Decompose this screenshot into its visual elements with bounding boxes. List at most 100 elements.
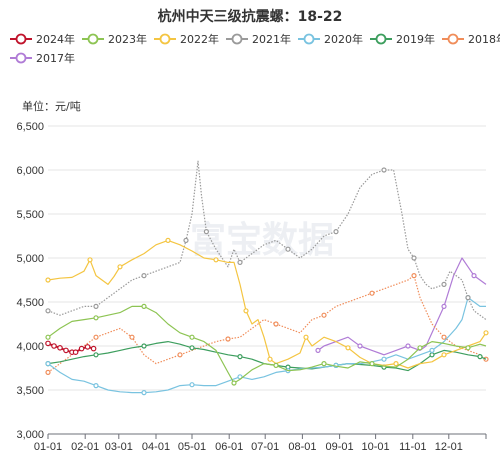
data-point xyxy=(117,264,123,270)
data-point xyxy=(465,345,471,351)
legend-item[interactable]: 2019年 xyxy=(370,32,435,46)
y-tick-label: 3,500 xyxy=(16,385,44,397)
x-tick-label: 01-01 xyxy=(34,441,62,453)
axes: 3,000 3,500 4,000 4,500 5,000 5,500 6,000 6,500… xyxy=(16,121,487,453)
series-layer xyxy=(45,160,489,396)
x-tick-label: 03-01 xyxy=(105,441,133,453)
x-tick-label: 02-01 xyxy=(71,441,99,453)
data-point xyxy=(203,229,209,235)
data-point xyxy=(141,390,147,396)
data-point xyxy=(237,354,243,360)
data-point xyxy=(72,349,79,356)
x-tick-label: 10-01 xyxy=(362,441,390,453)
legend-item[interactable]: 2017年 xyxy=(10,51,75,65)
data-point xyxy=(429,347,435,353)
data-point xyxy=(45,369,51,375)
data-point xyxy=(369,361,375,367)
legend-swatch-marker xyxy=(303,33,315,45)
legend-label: 2023年 xyxy=(108,32,147,46)
x-tick-label: 11-01 xyxy=(399,441,426,453)
y-tick-label: 4,000 xyxy=(16,341,44,353)
data-point xyxy=(321,361,327,367)
legend-swatch-marker xyxy=(159,33,171,45)
legend-label: 2024年 xyxy=(36,32,75,46)
data-point xyxy=(441,334,447,340)
data-point xyxy=(213,257,219,263)
legend-label: 2019年 xyxy=(396,32,435,46)
x-tick-label: 05-01 xyxy=(178,441,206,453)
data-point xyxy=(345,345,351,351)
x-tick-label: 09-01 xyxy=(326,441,354,453)
legend-swatch-marker xyxy=(15,52,27,64)
legend-label: 2020年 xyxy=(324,32,363,46)
legend-label: 2021年 xyxy=(252,32,291,46)
legend-item[interactable]: 2023年 xyxy=(82,32,147,46)
unit-label: 单位：元/吨 xyxy=(22,99,81,113)
data-point xyxy=(189,334,195,340)
data-point xyxy=(45,361,51,367)
series-line xyxy=(47,297,486,394)
data-point xyxy=(273,362,279,368)
legend-label: 2022年 xyxy=(180,32,219,46)
x-tick-label: 06-01 xyxy=(215,441,243,453)
data-point xyxy=(333,229,339,235)
data-point xyxy=(381,167,387,173)
legend-item[interactable]: 2018年 xyxy=(442,32,500,46)
x-tick-label: 04-01 xyxy=(142,441,170,453)
data-point xyxy=(189,382,195,388)
data-point xyxy=(189,345,195,351)
data-point xyxy=(405,343,411,349)
data-point xyxy=(273,321,279,327)
data-point xyxy=(465,295,471,301)
data-point xyxy=(369,290,375,296)
data-point xyxy=(477,354,483,360)
data-point xyxy=(45,277,51,283)
data-point xyxy=(225,336,231,342)
data-point xyxy=(381,356,387,362)
data-point xyxy=(441,281,447,287)
legend-item[interactable]: 2022年 xyxy=(154,32,219,46)
data-point xyxy=(57,344,63,351)
series-2024年 xyxy=(45,340,97,356)
data-point xyxy=(357,343,363,349)
x-tick-label: 08-01 xyxy=(288,441,316,453)
data-point xyxy=(78,345,85,352)
data-point xyxy=(84,344,91,350)
data-point xyxy=(129,334,135,340)
data-point xyxy=(93,383,99,389)
legend-swatch-marker xyxy=(15,33,27,45)
series-line xyxy=(47,239,487,369)
data-point xyxy=(417,345,423,351)
x-tick-label: 12-01 xyxy=(435,441,463,453)
legend-item[interactable]: 2021年 xyxy=(226,32,291,46)
data-point xyxy=(471,273,477,279)
data-point xyxy=(231,380,237,386)
legend-label: 2017年 xyxy=(36,51,75,65)
watermark: 富宝数据 xyxy=(190,219,334,261)
data-point xyxy=(267,356,273,362)
series-2017年 xyxy=(315,257,487,356)
data-point xyxy=(483,330,489,336)
legend-item[interactable]: 2020年 xyxy=(298,32,363,46)
data-point xyxy=(90,345,97,352)
legend: 2024年 2023年 2022年 2021年 2020年 2019年 2018年 2017年 xyxy=(10,32,500,65)
chart-title: 杭州中天三级抗震螺：18-22 xyxy=(158,8,343,25)
data-point xyxy=(51,343,57,349)
data-point xyxy=(141,343,147,349)
y-tick-label: 6,500 xyxy=(16,121,44,133)
data-point xyxy=(243,308,249,314)
data-point xyxy=(93,352,99,358)
y-tick-label: 5,500 xyxy=(16,209,44,221)
legend-swatch-marker xyxy=(375,33,387,45)
data-point xyxy=(303,334,309,340)
data-point xyxy=(63,347,69,354)
data-point xyxy=(45,308,51,314)
x-tick-label: 07-01 xyxy=(251,441,279,453)
data-point xyxy=(165,237,171,243)
data-point xyxy=(441,303,447,309)
legend-item[interactable]: 2024年 xyxy=(10,32,75,46)
data-point xyxy=(93,334,99,340)
y-tick-label: 6,000 xyxy=(16,165,44,177)
data-point xyxy=(141,303,147,309)
